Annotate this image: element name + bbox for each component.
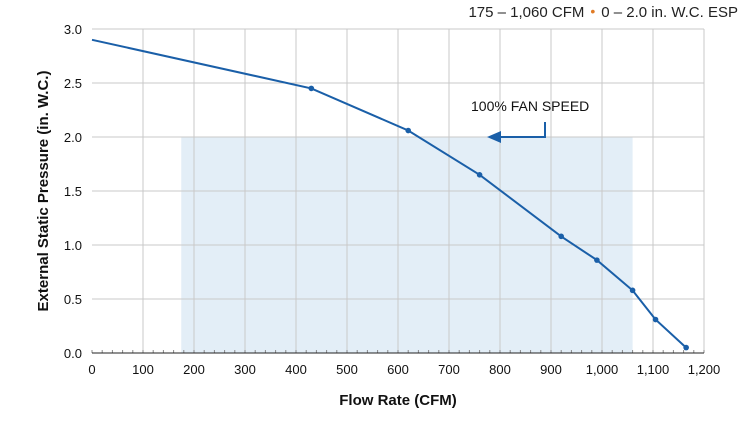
x-tick-label: 100	[132, 362, 154, 377]
x-tick-label: 800	[489, 362, 511, 377]
grid-lines	[92, 28, 705, 353]
x-tick-label: 300	[234, 362, 256, 377]
y-tick-label: 3.0	[64, 22, 82, 37]
curve-points	[308, 85, 689, 351]
x-tick-label: 600	[387, 362, 409, 377]
x-tick-label: 1,100	[637, 362, 670, 377]
x-tick-label: 1,000	[586, 362, 619, 377]
y-tick-label: 1.5	[64, 184, 82, 199]
annotation-arrowhead	[487, 131, 501, 143]
data-point	[629, 287, 636, 294]
data-point	[476, 172, 483, 178]
annotation-arrow-line	[500, 122, 546, 138]
y-axis-title: External Static Pressure (in. W.C.)	[35, 71, 52, 312]
y-tick-label: 2.5	[64, 76, 82, 91]
data-point	[558, 233, 564, 240]
data-point	[594, 257, 600, 263]
y-tick-labels: 0.0 0.5 1.0 1.5 2.0 2.5 3.0	[64, 22, 82, 361]
x-tick-label: 400	[285, 362, 307, 377]
cfm-range-label: 175 – 1,060 CFM	[468, 4, 585, 21]
y-tick-label: 0.0	[64, 346, 82, 361]
data-point	[405, 127, 412, 134]
data-point	[683, 344, 689, 351]
y-tick-label: 0.5	[64, 292, 82, 307]
data-point	[652, 316, 659, 323]
fan-speed-annotation: 100% FAN SPEED	[471, 98, 589, 143]
x-tick-label: 900	[540, 362, 562, 377]
x-tick-label: 1,200	[688, 362, 721, 377]
data-point	[308, 85, 315, 92]
x-tick-label: 200	[183, 362, 205, 377]
annotation-label: 100% FAN SPEED	[471, 98, 589, 114]
chart-range-header: 175 – 1,060 CFM • 0 – 2.0 in. W.C. ESP	[468, 3, 738, 21]
x-axis-title: Flow Rate (CFM)	[339, 392, 457, 409]
x-tick-label: 500	[336, 362, 358, 377]
esp-range-label: 0 – 2.0 in. W.C. ESP	[601, 4, 738, 21]
x-tick-label: 0	[88, 362, 95, 377]
separator-dot: •	[590, 3, 596, 19]
y-tick-label: 2.0	[64, 130, 82, 145]
x-tick-labels: 0 100 200 300 400 500 600 700 800 900 1,000 1,100 1,…	[88, 362, 720, 377]
y-tick-label: 1.0	[64, 238, 82, 253]
x-tick-label: 700	[438, 362, 460, 377]
